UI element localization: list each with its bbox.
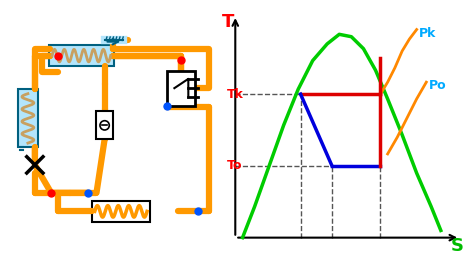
Text: Po: Po <box>429 79 446 92</box>
Text: Pk: Pk <box>419 27 437 40</box>
Text: To: To <box>227 159 242 172</box>
Bar <box>49 45 114 66</box>
Text: T: T <box>222 13 234 31</box>
Text: S: S <box>451 237 464 255</box>
Bar <box>167 71 195 106</box>
Bar <box>18 89 38 147</box>
Bar <box>97 111 113 139</box>
Text: Tk: Tk <box>227 88 244 101</box>
Bar <box>92 201 150 222</box>
